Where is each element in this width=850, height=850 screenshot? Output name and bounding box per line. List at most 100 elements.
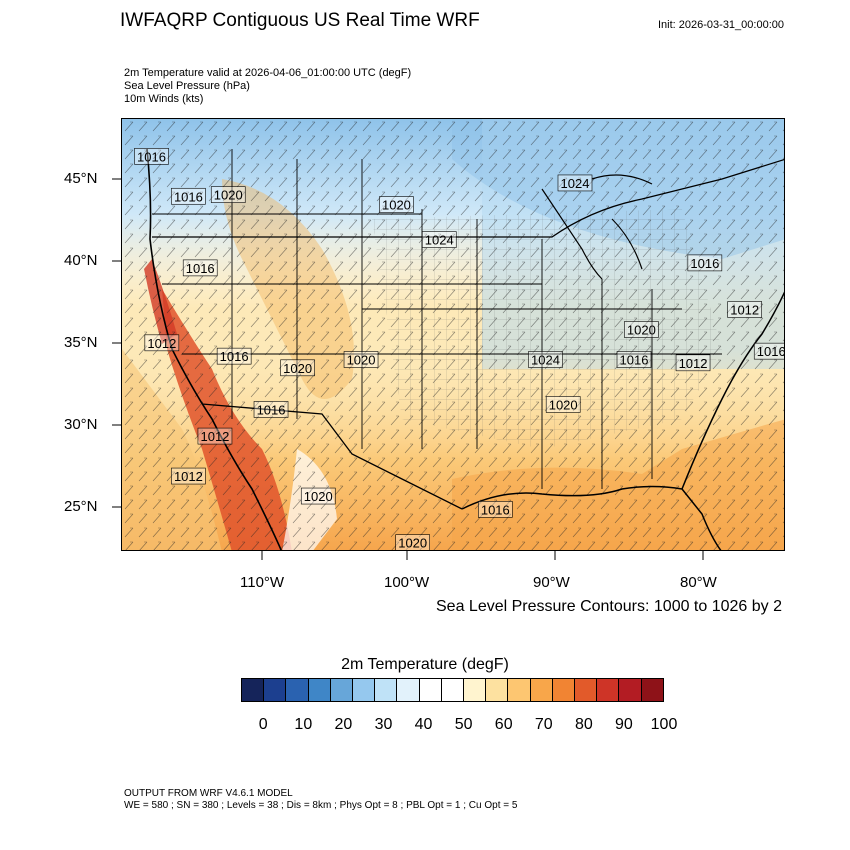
svg-text:1020: 1020 (549, 397, 578, 412)
colorbar-tick-label: 20 (334, 716, 353, 733)
colorbar-tick-label: 80 (574, 716, 593, 733)
lon-label-90: 90°W (533, 574, 570, 591)
svg-text:1020: 1020 (382, 198, 411, 213)
lat-label-40: 40°N (64, 252, 98, 269)
colorbar-title: 2m Temperature (degF) (341, 656, 509, 673)
colorbar-cell (375, 679, 398, 701)
great-lakes (591, 174, 653, 270)
svg-text:1012: 1012 (147, 336, 176, 351)
svg-text:1016: 1016 (757, 344, 785, 359)
lon-ticks (261, 550, 704, 560)
colorbar-cell (597, 679, 620, 701)
svg-text:1024: 1024 (561, 176, 590, 191)
pressure-label: 1016 (478, 501, 513, 518)
map-canvas: 1016 1016 1020 1020 1024 1024 1016 1012 1016 1020… (122, 119, 785, 550)
colorbar-tick-label: 40 (414, 716, 433, 733)
pressure-label: 1020 (280, 359, 315, 377)
pressure-label: 1016 (134, 148, 169, 165)
model-footer: OUTPUT FROM WRF V4.6.1 MODEL (124, 788, 293, 799)
colorbar-cell (441, 679, 465, 701)
colorbar-cell (530, 679, 553, 701)
lake-michigan (541, 188, 603, 280)
field-line-winds: 10m Winds (kts) (124, 93, 204, 105)
colorbar-cell (242, 679, 265, 701)
page-title: IWFAQRP Contiguous US Real Time WRF (120, 10, 480, 31)
svg-text:1016: 1016 (174, 189, 203, 204)
colorbar-tick-label: 90 (615, 716, 633, 733)
pressure-label: 1012 (727, 301, 762, 318)
pressure-label: 1024 (528, 351, 563, 368)
lat-label-25: 25°N (64, 498, 98, 515)
lat-label-30: 30°N (64, 416, 98, 433)
svg-text:1012: 1012 (679, 356, 708, 371)
east-coastline (681, 291, 784, 490)
weather-map: 1016 1016 1020 1020 1024 1024 1016 1012 1016 1020… (121, 118, 785, 551)
colorbar-cell (641, 679, 663, 701)
west-coastline (146, 148, 282, 550)
svg-text:1020: 1020 (347, 352, 376, 367)
colorbar-cell (330, 679, 354, 701)
pressure-label: 1020 (300, 487, 336, 505)
svg-text:1016: 1016 (220, 349, 249, 364)
pressure-label: 1016 (253, 401, 289, 418)
init-time: Init: 2026-03-31_00:00:00 (658, 19, 784, 31)
lat-ticks (112, 178, 122, 508)
svg-text:1012: 1012 (730, 303, 759, 318)
pressure-label: 1020 (395, 534, 430, 550)
pressure-label: 1016 (687, 254, 723, 272)
colorbar-cell (353, 679, 376, 701)
pressure-label: 1020 (210, 186, 246, 203)
pressure-label: 1016 (171, 187, 206, 205)
colorbar-cell (486, 679, 509, 701)
lon-label-100: 100°W (384, 574, 430, 591)
colorbar-cell (308, 679, 331, 701)
gulf-coastline (461, 485, 722, 550)
contour-note: Sea Level Pressure Contours: 1000 to 102… (436, 598, 782, 615)
county-boundaries (372, 209, 722, 449)
model-config: WE = 580 ; SN = 380 ; Levels = 38 ; Dis … (124, 800, 518, 811)
colorbar-cell (264, 679, 287, 701)
field-line-temperature: 2m Temperature valid at 2026-04-06_01:00… (124, 67, 412, 79)
colorbar-tick-label: 60 (494, 716, 513, 733)
pressure-label: 1024 (421, 231, 457, 248)
pressure-label: 1012 (197, 427, 233, 445)
state-boundaries (152, 149, 722, 489)
lon-label-110: 110°W (240, 574, 285, 591)
svg-text:1016: 1016 (137, 149, 166, 164)
svg-text:1016: 1016 (186, 261, 215, 276)
pressure-label: 1020 (545, 396, 581, 413)
colorbar-tick-label: 70 (534, 716, 553, 733)
lat-label-45: 45°N (64, 170, 98, 187)
pressure-label: 1012 (675, 354, 711, 372)
svg-text:1012: 1012 (174, 469, 203, 484)
colorbar-tick-label: 10 (294, 716, 313, 733)
colorbar-cell (552, 679, 576, 701)
colorbar-cell (419, 679, 442, 701)
svg-text:1016: 1016 (690, 256, 719, 271)
pressure-label: 1016 (753, 342, 785, 360)
pressure-label: 1020 (343, 351, 379, 368)
pressure-label: 1024 (557, 174, 593, 192)
pressure-label: 1016 (216, 347, 252, 365)
svg-text:1016: 1016 (257, 402, 286, 417)
pressure-label: 1020 (624, 321, 659, 338)
svg-text:1024: 1024 (425, 233, 454, 248)
colorbar (241, 678, 664, 702)
colorbar-tick-label: 0 (258, 716, 268, 733)
svg-text:1020: 1020 (214, 188, 243, 203)
svg-text:1020: 1020 (304, 489, 333, 504)
canada-border (152, 158, 784, 238)
pressure-label: 1012 (144, 334, 180, 352)
svg-text:1024: 1024 (531, 352, 560, 367)
mexico-border (201, 403, 463, 510)
svg-text:1020: 1020 (627, 323, 656, 338)
svg-text:1016: 1016 (620, 352, 649, 367)
colorbar-cell (397, 679, 420, 701)
colorbar-tick-label: 50 (454, 716, 473, 733)
svg-text:1012: 1012 (200, 429, 229, 444)
svg-text:1020: 1020 (283, 361, 312, 376)
field-line-pressure: Sea Level Pressure (hPa) (124, 80, 250, 92)
pressure-label: 1020 (379, 196, 414, 213)
pressure-contour-labels: 1016 1016 1020 1020 1024 1024 1016 1012 1016 1020… (134, 148, 785, 550)
colorbar-tick-label: 100 (650, 716, 678, 733)
